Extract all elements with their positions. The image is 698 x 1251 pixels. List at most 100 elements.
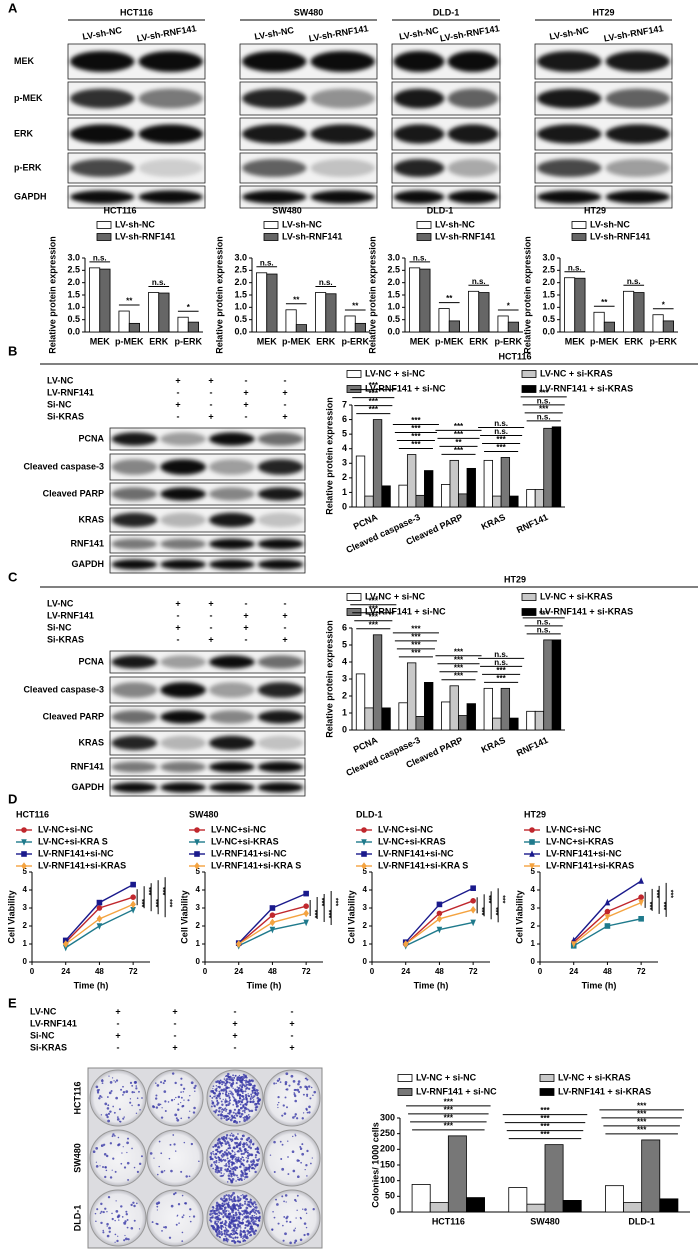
colony (239, 1207, 242, 1210)
colony (101, 1096, 103, 1098)
colony (231, 1140, 234, 1142)
colony (211, 1225, 214, 1228)
colony (244, 1096, 247, 1099)
bar (534, 489, 545, 508)
colony (227, 1077, 230, 1079)
cell-line-header: DLD-1 (433, 7, 460, 17)
legend-label: LV-RNF141 + si-KRAS (540, 606, 633, 616)
colony (221, 1207, 224, 1210)
blot-band (242, 190, 307, 204)
colony (311, 1157, 313, 1159)
condition-sign: + (243, 622, 248, 632)
colony (123, 1166, 127, 1169)
colony (242, 1218, 245, 1221)
blot-band (257, 782, 304, 793)
colony (231, 1092, 234, 1096)
bar (483, 459, 493, 508)
bar (623, 1202, 643, 1213)
plate (146, 1189, 204, 1247)
colony (115, 1096, 118, 1100)
plate (263, 1069, 321, 1127)
colony (253, 1087, 256, 1090)
bar (89, 267, 101, 333)
condition-sign: + (208, 411, 213, 421)
colony (193, 1086, 196, 1090)
chart-title: HT29 (504, 574, 526, 584)
colony (218, 1110, 221, 1113)
colony (141, 1097, 143, 1099)
blot-band (393, 190, 445, 204)
sig-label: *** (444, 1097, 454, 1106)
colony (286, 1088, 289, 1091)
colony (125, 1090, 129, 1094)
sig-label: *** (369, 381, 379, 390)
plate (263, 1129, 321, 1187)
colony (221, 1110, 224, 1114)
colony (248, 1170, 251, 1172)
sig-label: * (662, 300, 666, 309)
colony (238, 1120, 241, 1123)
colony (220, 1167, 223, 1169)
colony (232, 1232, 236, 1236)
colony (242, 1143, 245, 1146)
colony (227, 1079, 229, 1081)
colony (218, 1214, 221, 1217)
colony (107, 1195, 111, 1199)
colony (301, 1152, 305, 1156)
colony (240, 1173, 243, 1176)
y-tick-label: 2 (363, 921, 368, 930)
colony (95, 1220, 97, 1222)
blot-band (310, 51, 375, 72)
x-tick-label: 24 (569, 967, 578, 976)
colony (224, 1084, 227, 1087)
colony (100, 1114, 103, 1116)
colony (252, 1208, 255, 1211)
colony (192, 1111, 196, 1114)
colony (306, 1149, 309, 1153)
colony (221, 1220, 224, 1223)
y-tick-label: 1 (23, 939, 28, 948)
legend-swatch (96, 233, 112, 241)
colony (237, 1133, 239, 1135)
colony (109, 1142, 113, 1145)
colony (228, 1224, 231, 1228)
colony (233, 1216, 235, 1219)
y-tick-label: 3.0 (67, 252, 80, 262)
colony (310, 1086, 313, 1089)
colony (113, 1080, 115, 1082)
colony (209, 1217, 212, 1220)
point (269, 912, 276, 918)
colony (241, 1092, 244, 1095)
colony (163, 1090, 167, 1093)
colony (158, 1140, 161, 1143)
colony (221, 1083, 224, 1086)
colony (238, 1095, 241, 1098)
colony (222, 1089, 226, 1092)
colony (224, 1198, 228, 1201)
colony (238, 1115, 242, 1118)
colony (222, 1092, 224, 1095)
colony (248, 1095, 251, 1098)
colony (215, 1204, 218, 1206)
colony (99, 1165, 101, 1167)
colony (231, 1208, 234, 1212)
colony (253, 1099, 255, 1101)
colony (247, 1157, 250, 1160)
colony (234, 1151, 236, 1153)
condition-label: LV-NC (47, 375, 74, 385)
colony (283, 1112, 287, 1115)
blot-band (605, 124, 670, 144)
colony (124, 1234, 126, 1237)
sig-label: *** (645, 902, 652, 910)
colony (133, 1081, 137, 1084)
colony (241, 1220, 243, 1222)
colony (100, 1079, 104, 1083)
colony (235, 1180, 237, 1182)
colony (284, 1194, 288, 1197)
colony (222, 1098, 224, 1101)
blot-band (208, 432, 255, 446)
chart-title: DLD-1 (427, 205, 454, 215)
condition-sign: - (117, 1018, 120, 1028)
colony (294, 1133, 296, 1135)
colony (240, 1179, 243, 1182)
